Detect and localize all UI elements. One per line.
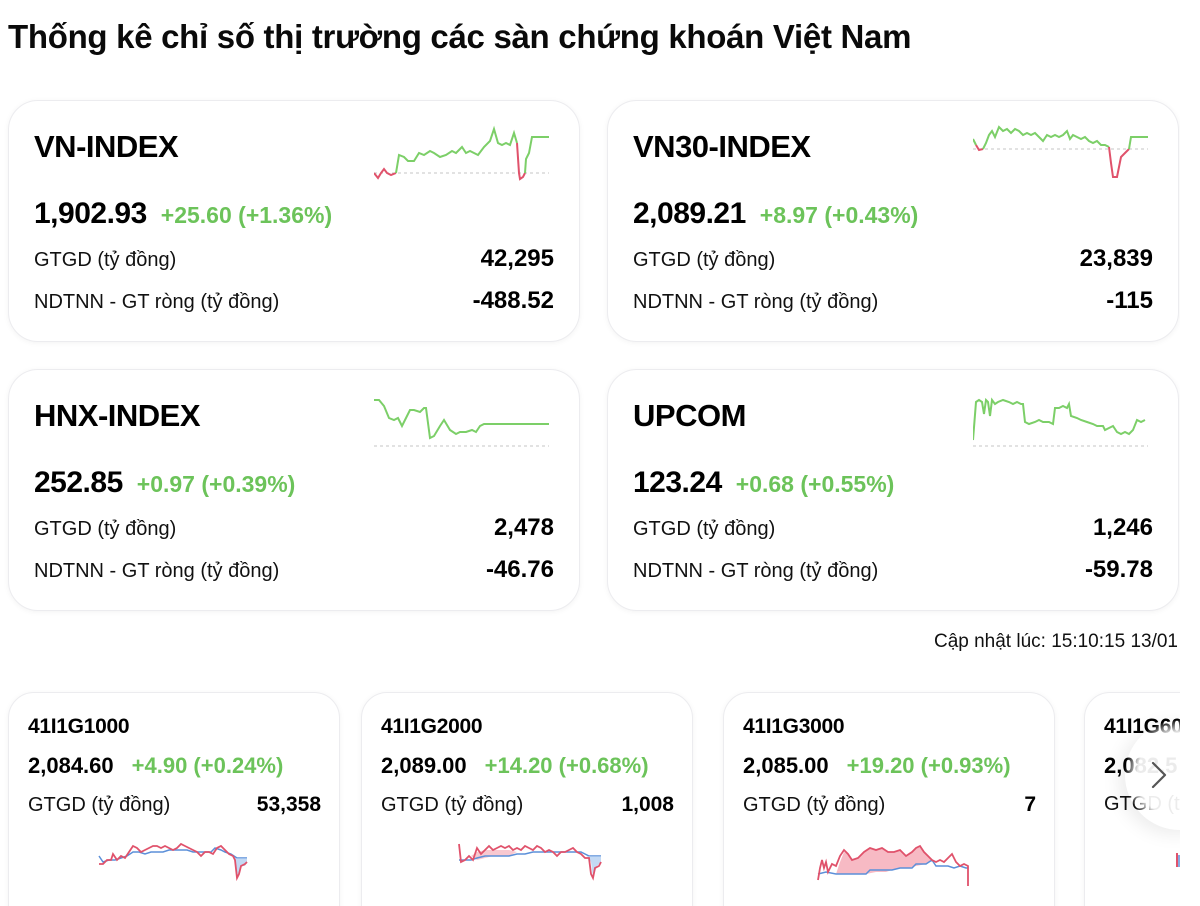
stat-value: -59.78 [1084, 556, 1153, 583]
futures-card-41i1g2000[interactable]: 41I1G2000 2,089.00 +14.20 (+0.68%) GTGD … [361, 692, 693, 906]
index-change: +8.97 (+0.43%) [759, 202, 919, 228]
futures-carousel[interactable]: 41I1G1000 2,084.60 +4.90 (+0.24%) GTGD (… [0, 690, 1180, 906]
stat-ndtnn: NDTNN - GT ròng (tỷ đồng) -59.78 [633, 556, 1153, 584]
index-change: +25.60 (+1.36%) [160, 202, 333, 228]
basis-chart [458, 843, 602, 881]
index-price: 123.24 [633, 466, 722, 499]
stat-value: 1,008 [621, 793, 674, 816]
sparkline-chart [374, 399, 549, 447]
price-row: 123.24 +0.68 (+0.55%) [633, 466, 894, 500]
stat-label: NDTNN - GT ròng (tỷ đồng) [633, 291, 879, 313]
sparkline-chart [973, 397, 1148, 447]
stat-value: 42,295 [480, 245, 554, 272]
stat-gtgd: GTGD (tỷ đồng) 42,295 [34, 245, 554, 273]
stat-value: -488.52 [472, 287, 554, 314]
index-price: 252.85 [34, 466, 123, 499]
viewport-edge [1180, 0, 1200, 906]
page-title: Thống kê chỉ số thị trường các sàn chứng… [8, 18, 912, 55]
futures-change: +19.20 (+0.93%) [846, 753, 1011, 778]
basis-chart [817, 844, 969, 886]
stat-gtgd: GTGD (tỷ đồng) 7 [743, 793, 1036, 817]
price-row: 252.85 +0.97 (+0.39%) [34, 466, 295, 500]
stat-label: NDTNN - GT ròng (tỷ đồng) [34, 291, 280, 313]
basis-chart [1176, 853, 1180, 867]
index-card-hnx-index[interactable]: HNX-INDEX 252.85 +0.97 (+0.39%) GTGD (tỷ… [8, 369, 580, 611]
futures-card-41i1g3000[interactable]: 41I1G3000 2,085.00 +19.20 (+0.93%) GTGD … [723, 692, 1055, 906]
stat-label: GTGD (tỷ đồng) [633, 518, 776, 540]
index-card-upcom[interactable]: UPCOM 123.24 +0.68 (+0.55%) GTGD (tỷ đồn… [607, 369, 1179, 611]
last-updated: Cập nhật lúc: 15:10:15 13/01 [933, 631, 1178, 652]
stat-label: GTGD (tỷ đồng) [28, 794, 171, 816]
stat-label: GTGD (tỷ đồng) [34, 249, 177, 271]
stat-value: 53,358 [256, 793, 321, 816]
stat-value: 2,478 [493, 514, 554, 541]
index-name: VN-INDEX [34, 129, 179, 164]
futures-card-41i1g1000[interactable]: 41I1G1000 2,084.60 +4.90 (+0.24%) GTGD (… [8, 692, 340, 906]
index-card-vn-index[interactable]: VN-INDEX 1,902.93 +25.60 (+1.36%) GTGD (… [8, 100, 580, 342]
stat-gtgd: GTGD (tỷ đồng) 1,246 [633, 514, 1153, 542]
stat-value: -115 [1106, 287, 1153, 314]
stat-gtgd: GTGD (tỷ đồng) 53,358 [28, 793, 321, 817]
index-card-vn30-index[interactable]: VN30-INDEX 2,089.21 +8.97 (+0.43%) GTGD … [607, 100, 1179, 342]
sparkline-chart [374, 125, 549, 181]
price-row: 2,089.00 +14.20 (+0.68%) [381, 753, 649, 779]
stat-ndtnn: NDTNN - GT ròng (tỷ đồng) -488.52 [34, 287, 554, 315]
stat-gtgd: GTGD (tỷ đồng) 1,008 [381, 793, 674, 817]
index-name: UPCOM [633, 398, 746, 433]
index-change: +0.68 (+0.55%) [735, 471, 895, 497]
stat-ndtnn: NDTNN - GT ròng (tỷ đồng) -115 [633, 287, 1153, 315]
index-price: 2,089.21 [633, 197, 746, 230]
stat-label: NDTNN - GT ròng (tỷ đồng) [34, 560, 280, 582]
futures-code: 41I1G2000 [381, 715, 483, 738]
stat-label: GTGD (tỷ đồng) [743, 794, 886, 816]
stat-value: -46.76 [485, 556, 554, 583]
price-row: 2,084.60 +4.90 (+0.24%) [28, 753, 283, 779]
stat-gtgd: GTGD (tỷ đồng) 23,839 [633, 245, 1153, 273]
index-price: 1,902.93 [34, 197, 147, 230]
futures-price: 2,085.00 [743, 753, 829, 778]
futures-price: 2,089.00 [381, 753, 467, 778]
price-row: 2,089.21 +8.97 (+0.43%) [633, 197, 918, 231]
futures-change: +14.20 (+0.68%) [484, 753, 649, 778]
stat-label: GTGD (tỷ đồng) [34, 518, 177, 540]
stat-gtgd: GTGD (tỷ đồng) 2,478 [34, 514, 554, 542]
futures-change: +4.90 (+0.24%) [131, 753, 284, 778]
price-row: 2,085.00 +19.20 (+0.93%) [743, 753, 1011, 779]
stat-ndtnn: NDTNN - GT ròng (tỷ đồng) -46.76 [34, 556, 554, 584]
stat-label: GTGD (tỷ đồng) [381, 794, 524, 816]
stat-value: 1,246 [1092, 514, 1153, 541]
stat-label: GTGD (tỷ đồng) [633, 249, 776, 271]
basis-chart [98, 842, 248, 882]
sparkline-chart [973, 125, 1148, 178]
futures-code: 41I1G1000 [28, 715, 130, 738]
stat-label: NDTNN - GT ròng (tỷ đồng) [633, 560, 879, 582]
index-change: +0.97 (+0.39%) [136, 471, 296, 497]
futures-code: 41I1G3000 [743, 715, 845, 738]
stat-value: 23,839 [1079, 245, 1153, 272]
index-name: HNX-INDEX [34, 398, 201, 433]
price-row: 1,902.93 +25.60 (+1.36%) [34, 197, 332, 231]
stat-value: 7 [1024, 793, 1036, 816]
index-name: VN30-INDEX [633, 129, 811, 164]
chevron-right-icon [1151, 761, 1167, 789]
futures-price: 2,084.60 [28, 753, 114, 778]
